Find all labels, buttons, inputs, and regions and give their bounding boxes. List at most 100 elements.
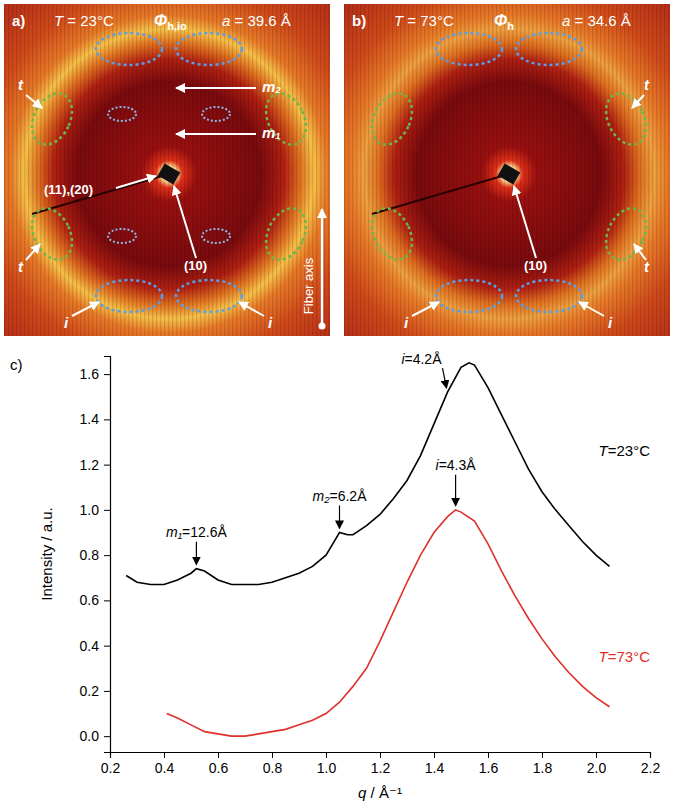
x-axis: 0.2 0.4 0.6 0.8 1.0 1.2 1.4 1.6 1.8 2.0 2.2: [101, 752, 661, 776]
reflection-marker: [436, 280, 502, 312]
label-arrow: [514, 186, 536, 258]
fiber-axis-label: Fiber axis: [301, 257, 316, 314]
label-arrow: [116, 176, 156, 188]
label-rest: =23°C: [608, 442, 650, 459]
tick-mark: [104, 600, 110, 601]
tick-label: 0.6: [209, 760, 229, 776]
pattern-background: [344, 4, 670, 336]
reflection-marker: [96, 33, 162, 65]
tick-mark: [650, 752, 651, 758]
plot-lines: [126, 363, 609, 736]
tick-mark: [104, 736, 110, 737]
tick-mark: [326, 752, 327, 758]
panel-letter: b): [352, 12, 366, 29]
label-italic: a: [222, 12, 230, 29]
tick-label: 0.2: [80, 683, 100, 699]
tick-label: 0.0: [80, 728, 100, 744]
reflection-marker: [24, 202, 79, 266]
tick-mark: [104, 419, 110, 420]
phase-subscript: h,io: [167, 20, 187, 32]
figure-svg: a)T = 23°CΦh,ioa = 39.6 Åttiim₂m₁(11),(2…: [0, 0, 674, 809]
beamstop-wire: [32, 174, 169, 214]
label-rest: =6.2Å: [330, 488, 368, 504]
tick-label: 1.8: [533, 760, 553, 776]
tick-mark: [218, 752, 219, 758]
reflection-label: (11),(20): [44, 182, 93, 197]
tick: 0.0: [80, 728, 110, 744]
reflection-marker: [516, 280, 582, 312]
tick: 0.6: [209, 752, 229, 776]
panel-letter: a): [12, 12, 25, 29]
phase-label: Φh: [494, 12, 514, 32]
reflection-marker: [436, 33, 502, 65]
label-arrow: [176, 87, 256, 89]
tick: 0.4: [155, 752, 175, 776]
tick: 1.6: [80, 366, 110, 382]
series-line: [167, 510, 610, 736]
tick-label: 1.4: [425, 760, 445, 776]
reflection-marker: [258, 202, 313, 266]
y-axis-title: Intensity / a.u.: [38, 507, 55, 600]
annotations: T=23°Cm₁=12.6Åm₂=6.2Åi=4.2ÅT=73°Ci=4.3Å: [166, 351, 650, 665]
label-arrow: [632, 95, 644, 108]
label-arrow: [26, 244, 40, 260]
tick-label: 1.0: [317, 760, 337, 776]
tick-mark: [380, 752, 381, 758]
diffraction-panel: b)T = 73°CΦha = 34.6 Å(10)ttii: [344, 4, 670, 336]
reflection-marker: [364, 202, 419, 266]
beamstop-wire: [372, 174, 509, 214]
line-chart: c)0.20.40.60.81.01.21.41.61.82.02.20.00.…: [10, 351, 660, 801]
tick: 1.2: [80, 457, 110, 473]
label-rest: / Å⁻¹: [366, 784, 401, 801]
tick: 1.4: [425, 752, 445, 776]
phase-subscript: h: [507, 20, 514, 32]
label-rest: =4.2Å: [405, 351, 443, 367]
tick-mark: [596, 752, 597, 758]
reflection-marker: [202, 107, 230, 121]
label-text: a = 39.6 Å: [222, 12, 291, 29]
label-arrow: [239, 302, 264, 316]
tick: 0.2: [80, 683, 110, 699]
tick-label: 0.8: [263, 760, 283, 776]
stripe-overlay: [344, 4, 670, 336]
tick-label: 0.8: [80, 547, 100, 563]
y-axis: 0.00.20.40.60.81.01.21.41.6: [80, 357, 111, 753]
phase-symbol: Φ: [494, 12, 507, 29]
reflection-label: m₂: [262, 78, 281, 95]
figure: a)T = 23°CΦh,ioa = 39.6 Åttiim₂m₁(11),(2…: [0, 0, 674, 809]
tick: 1.8: [533, 752, 553, 776]
tick-mark: [104, 465, 110, 466]
phase-label: Φh,io: [154, 12, 187, 32]
tick-mark: [164, 752, 165, 758]
reflection-label: i: [268, 314, 273, 331]
fiber-axis-arrow: [321, 209, 324, 326]
reflection-label: m₁: [262, 124, 281, 141]
tick-mark: [434, 752, 435, 758]
series-label: T=23°C: [599, 442, 651, 459]
tick-label: 0.4: [155, 760, 175, 776]
tick: 1.2: [371, 752, 391, 776]
reflection-label: i: [64, 314, 69, 331]
x-axis-line: [111, 753, 651, 759]
label-text: q / Å⁻¹: [358, 784, 402, 801]
reflection-marker: [176, 33, 242, 65]
label-rest: =73°C: [608, 648, 650, 665]
tick-label: 0.2: [101, 760, 121, 776]
label-rest: = 73°C: [403, 12, 454, 29]
label-arrow: [412, 302, 439, 316]
reflection-marker: [258, 87, 313, 151]
label-text: T = 73°C: [394, 12, 454, 29]
diffraction-image: [344, 4, 670, 336]
beamstop: [158, 163, 181, 184]
tick-label: 2.0: [587, 760, 607, 776]
reflection-marker: [176, 280, 242, 312]
label-rest: =4.3Å: [439, 457, 477, 473]
label-italic: m₂: [313, 488, 331, 504]
tick-label: 2.2: [641, 760, 661, 776]
reflection-label: t: [18, 76, 24, 93]
tick: 1.6: [479, 752, 499, 776]
diffraction-image: [4, 4, 330, 336]
label-italic: m₁: [166, 524, 183, 540]
reflection-marker: [364, 87, 419, 151]
tick: 2.0: [587, 752, 607, 776]
